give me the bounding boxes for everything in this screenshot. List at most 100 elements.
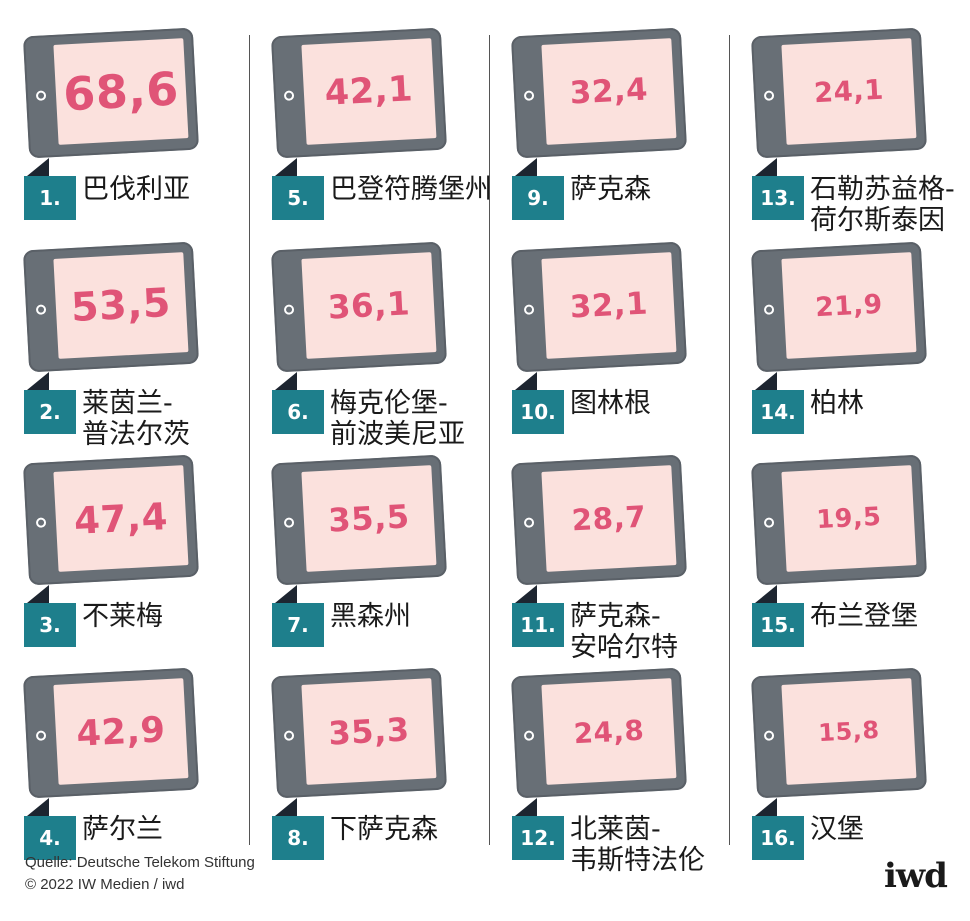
rank-badge: 12. [512, 816, 564, 860]
tablet-screen: 35,5 [301, 465, 437, 572]
ranking-item: 24,8 12. 北莱茵- 韦斯特法伦 [488, 667, 730, 880]
state-name: 布兰登堡 [810, 601, 970, 632]
tablet-stand [27, 372, 49, 390]
tablet-home-button [523, 304, 535, 315]
ranking-item: 32,4 9. 萨克森 [488, 27, 728, 240]
tablet-home-button [763, 90, 775, 101]
state-name-line: 普法尔茨 [82, 419, 190, 450]
state-name-line: 前波美尼亚 [330, 419, 465, 450]
tablet-icon: 68,6 [22, 27, 200, 159]
tablet-home-button [35, 90, 47, 101]
ranking-item: 19,5 15. 布兰登堡 [728, 454, 970, 667]
state-name-line: 荷尔斯泰因 [810, 205, 945, 236]
value-label: 35,3 [327, 710, 411, 753]
rank-badge: 14. [752, 390, 804, 434]
ranking-item: 35,5 7. 黑森州 [248, 454, 488, 667]
rank-badge: 15. [752, 603, 804, 647]
state-name: 莱茵兰- 普法尔茨 [82, 388, 242, 450]
state-name-line: 萨克森- [570, 601, 661, 632]
value-label: 42,9 [75, 708, 167, 755]
tablet-home-button [763, 304, 775, 315]
tablet-stand [275, 798, 297, 816]
tablet-stand [275, 158, 297, 176]
tablet-home-button [283, 517, 295, 528]
tablet-home-button [523, 730, 535, 741]
value-label: 35,5 [327, 497, 411, 540]
value-label: 32,4 [568, 71, 649, 112]
tablet-stand [27, 798, 49, 816]
state-name: 梅克伦堡- 前波美尼亚 [330, 388, 490, 450]
tablet-screen: 28,7 [541, 465, 677, 572]
state-name-line: 柏林 [810, 388, 864, 419]
rank-badge: 2. [24, 390, 76, 434]
rank-badge: 13. [752, 176, 804, 220]
tablet-home-button [283, 304, 295, 315]
state-name-line: 巴伐利亚 [82, 174, 190, 205]
tablet-screen: 19,5 [781, 465, 917, 572]
tablet-screen: 24,1 [781, 38, 917, 145]
tablet-icon: 15,8 [750, 667, 928, 799]
ranking-item: 28,7 11. 萨克森- 安哈尔特 [488, 454, 728, 667]
rank-badge: 11. [512, 603, 564, 647]
state-name: 汉堡 [810, 814, 970, 845]
tablet-screen: 21,9 [781, 252, 917, 359]
source-line: Quelle: Deutsche Telekom Stiftung [25, 854, 255, 871]
rank-badge: 7. [272, 603, 324, 647]
state-name: 石勒苏益格- 荷尔斯泰因 [810, 174, 970, 236]
copyright-line: © 2022 IW Medien / iwd [25, 876, 185, 893]
tablet-stand [515, 585, 537, 603]
ranking-item: 24,1 13. 石勒苏益格- 荷尔斯泰因 [728, 27, 970, 240]
state-name-line: 汉堡 [810, 814, 864, 845]
value-label: 15,8 [817, 715, 881, 748]
state-name-line: 梅克伦堡- [330, 388, 448, 419]
state-name-line: 图林根 [570, 388, 651, 419]
tablet-stand [755, 372, 777, 390]
ranking-item: 32,1 10. 图林根 [488, 241, 730, 454]
tablet-screen: 24,8 [541, 678, 677, 785]
tablet-icon: 24,1 [750, 27, 928, 159]
tablet-screen: 35,3 [301, 678, 437, 785]
tablet-stand [755, 585, 777, 603]
tablet-icon: 42,1 [270, 27, 448, 159]
tablet-stand [27, 158, 49, 176]
rank-badge: 9. [512, 176, 564, 220]
rank-badge: 4. [24, 816, 76, 860]
tablet-icon: 42,9 [22, 667, 200, 799]
value-label: 47,4 [72, 494, 169, 543]
rank-badge: 3. [24, 603, 76, 647]
ranking-item: 47,4 3. 不莱梅 [0, 454, 240, 667]
tablet-stand [27, 585, 49, 603]
tablet-screen: 32,4 [541, 38, 677, 145]
tablet-stand [755, 798, 777, 816]
tablet-screen: 42,1 [301, 38, 437, 145]
source-note: Quelle: Deutsche Telekom Stiftung © 2022… [25, 852, 255, 896]
tablet-icon: 19,5 [750, 454, 928, 586]
tablet-screen: 47,4 [53, 465, 189, 572]
state-name: 巴登符腾堡州 [330, 174, 492, 205]
state-name: 柏林 [810, 388, 970, 419]
value-label: 32,1 [569, 285, 649, 326]
ranking-item: 42,1 5. 巴登符腾堡州 [248, 27, 492, 240]
ranking-item: 35,3 8. 下萨克森 [248, 667, 488, 880]
state-name: 北莱茵- 韦斯特法伦 [570, 814, 730, 876]
rank-badge: 8. [272, 816, 324, 860]
state-name: 图林根 [570, 388, 730, 419]
state-name-line: 布兰登堡 [810, 601, 918, 632]
tablet-icon: 21,9 [750, 241, 928, 373]
tablet-home-button [763, 730, 775, 741]
tablet-icon: 47,4 [22, 454, 200, 586]
tablet-stand [515, 158, 537, 176]
tablet-home-button [35, 517, 47, 528]
value-label: 42,1 [323, 69, 415, 114]
tablet-stand [515, 372, 537, 390]
ranking-item: 15,8 16. 汉堡 [728, 667, 970, 880]
ranking-item: 36,1 6. 梅克伦堡- 前波美尼亚 [248, 241, 490, 454]
state-name: 巴伐利亚 [82, 174, 242, 205]
state-name-line: 不莱梅 [82, 601, 163, 632]
tablet-icon: 24,8 [510, 667, 688, 799]
ranking-item: 21,9 14. 柏林 [728, 241, 970, 454]
tablet-icon: 36,1 [270, 241, 448, 373]
tablet-home-button [523, 90, 535, 101]
state-name-line: 萨尔兰 [82, 814, 163, 845]
tablet-stand [275, 585, 297, 603]
